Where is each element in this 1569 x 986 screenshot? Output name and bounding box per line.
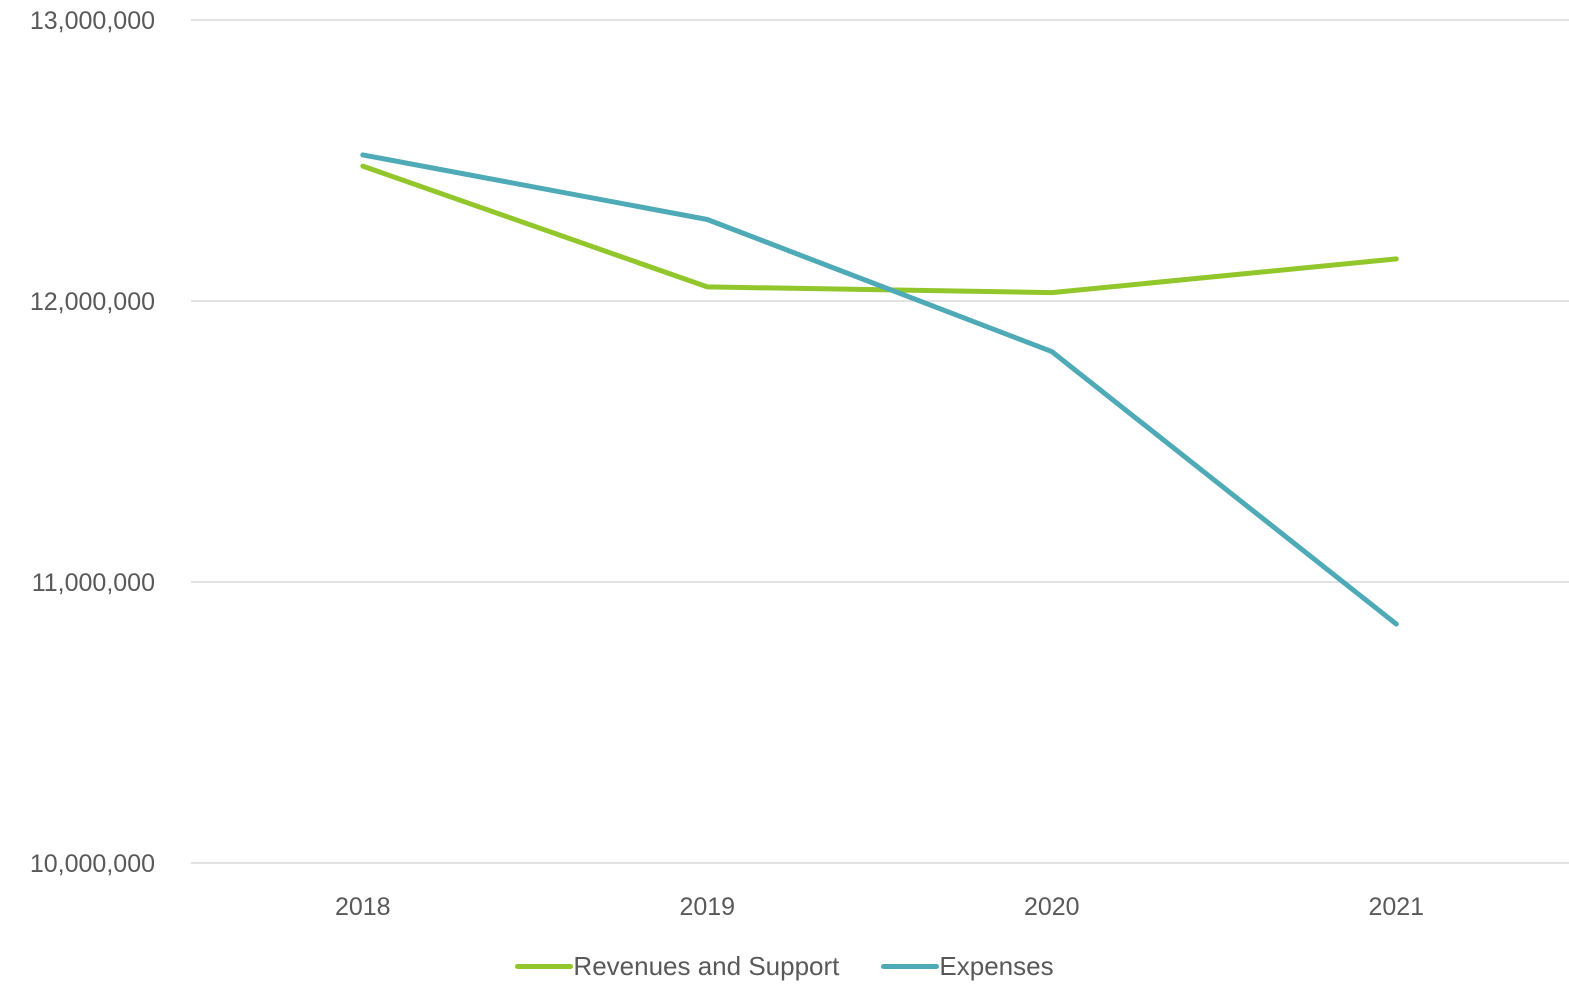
legend-swatch-expenses [881,963,940,969]
y-tick-label: 12,000,000 [30,288,155,316]
x-axis-tick-labels: 2018 2019 2020 2021 [335,893,1424,921]
gridlines [191,19,1569,864]
y-tick-label: 11,000,000 [32,569,155,597]
series-line-expenses [360,152,1399,627]
x-tick-label: 2020 [1024,893,1080,921]
legend-label-expenses: Expenses [939,950,1054,981]
legend-item-expenses: Expenses [881,950,1054,982]
y-tick-label: 10,000,000 [30,850,155,878]
legend-label-revenues: Revenues and Support [573,950,840,981]
y-tick-label: 13,000,000 [30,7,155,35]
y-axis-tick-labels: 10,000,000 11,000,000 12,000,000 13,000,000 [30,7,155,878]
series-lines [360,152,1399,627]
legend-swatch-revenues [515,963,574,969]
legend: Revenues and Support Expenses [0,946,1569,986]
x-tick-label: 2019 [679,893,735,921]
legend-item-revenues: Revenues and Support [515,951,839,982]
x-tick-label: 2021 [1368,893,1424,921]
series-line-revenues [360,163,1399,296]
x-tick-label: 2018 [335,893,391,921]
